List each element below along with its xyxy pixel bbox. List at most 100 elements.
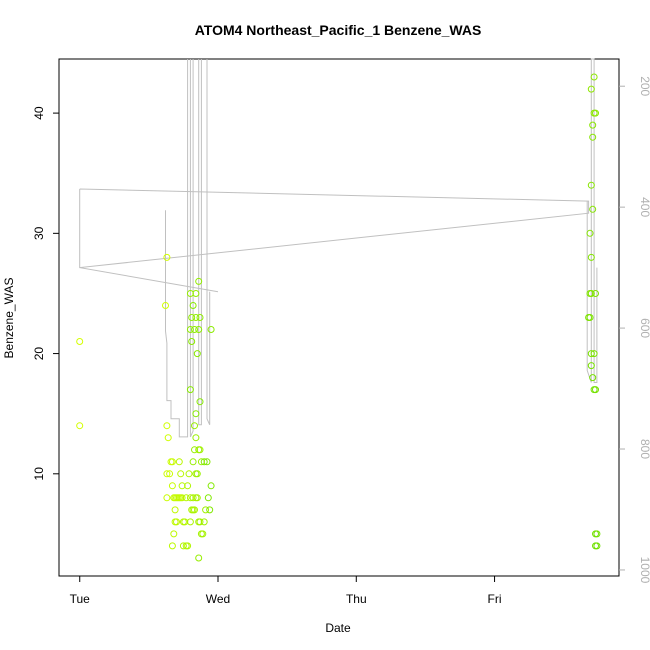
data-point xyxy=(589,133,597,141)
data-point xyxy=(207,326,215,333)
data-point xyxy=(202,506,210,514)
y-tick-label: 40 xyxy=(32,106,46,120)
data-point xyxy=(590,350,598,358)
data-point xyxy=(170,530,178,538)
data-point xyxy=(162,302,169,309)
y-axis-label: Benzene_WAS xyxy=(2,278,16,359)
data-point xyxy=(188,338,196,345)
y-tick-label: 10 xyxy=(32,467,46,481)
profile-trace xyxy=(189,59,194,438)
data-point xyxy=(196,398,204,406)
data-point xyxy=(184,482,192,490)
x-axis: Tue Wed Thu Fri xyxy=(70,575,502,606)
profile-trace xyxy=(165,59,189,438)
data-point xyxy=(195,554,203,562)
data-point xyxy=(586,314,594,321)
data-point xyxy=(188,314,196,321)
data-point xyxy=(587,362,595,370)
data-point xyxy=(76,422,84,430)
data-point xyxy=(586,229,594,237)
x-tick-label: Tue xyxy=(70,592,91,606)
data-point xyxy=(178,494,186,502)
data-point xyxy=(189,494,197,502)
data-point xyxy=(207,482,215,490)
data-point xyxy=(199,530,207,538)
data-point xyxy=(189,302,197,309)
y-tick-label: 20 xyxy=(32,347,46,361)
y-axis: 10 20 30 40 xyxy=(32,106,59,480)
data-point xyxy=(590,73,598,81)
x-tick-label: Fri xyxy=(488,592,502,606)
x-tick-label: Wed xyxy=(206,592,230,606)
data-point xyxy=(182,494,190,502)
data-point xyxy=(587,85,595,93)
x-tick-label: Thu xyxy=(346,592,367,606)
right-tick-label: 600 xyxy=(638,318,650,338)
profile-trace xyxy=(586,58,598,383)
data-point xyxy=(186,326,194,333)
data-point xyxy=(589,374,597,382)
data-point xyxy=(191,506,198,514)
y-tick-label: 30 xyxy=(32,226,46,240)
data-point xyxy=(204,494,212,502)
data-point xyxy=(189,458,197,466)
data-point xyxy=(592,290,599,297)
data-point xyxy=(206,506,214,514)
data-point xyxy=(163,470,171,478)
right-tick-label: 800 xyxy=(638,439,650,459)
data-point xyxy=(592,109,599,117)
chart-marks xyxy=(76,58,601,562)
data-point xyxy=(192,314,200,321)
data-point xyxy=(163,253,171,261)
data-point xyxy=(191,422,198,430)
data-point xyxy=(193,350,201,358)
data-point xyxy=(593,530,601,538)
data-point xyxy=(186,518,194,526)
data-point xyxy=(179,542,187,550)
data-point xyxy=(168,482,176,490)
data-point xyxy=(593,542,601,550)
data-point xyxy=(164,434,172,442)
data-point xyxy=(587,181,595,189)
data-point xyxy=(196,518,204,526)
right-tick-label: 200 xyxy=(638,76,650,96)
data-point xyxy=(192,434,200,442)
data-point xyxy=(587,350,595,358)
data-point xyxy=(166,470,174,478)
right-tick-label: 1000 xyxy=(638,557,650,584)
data-point xyxy=(195,326,203,333)
chart-title: ATOM4 Northeast_Pacific_1 Benzene_WAS xyxy=(195,22,482,38)
data-point xyxy=(76,338,84,345)
data-point xyxy=(200,518,208,526)
data-point xyxy=(589,121,597,129)
data-point xyxy=(175,458,183,466)
data-point xyxy=(192,410,200,418)
data-point xyxy=(163,422,171,430)
profile-trace xyxy=(206,59,211,426)
right-axis: 200 400 600 800 1000 xyxy=(619,76,650,584)
data-point xyxy=(163,494,171,502)
data-point xyxy=(193,494,201,502)
data-point xyxy=(191,326,198,333)
data-point xyxy=(203,458,211,466)
data-point xyxy=(587,253,595,261)
data-point xyxy=(192,290,200,297)
data-point xyxy=(186,386,194,394)
data-point xyxy=(587,290,595,297)
data-point xyxy=(195,277,203,285)
data-point xyxy=(589,205,597,213)
data-point xyxy=(177,470,185,478)
data-point xyxy=(200,458,208,466)
data-point xyxy=(196,314,204,321)
profile-trace xyxy=(198,59,202,426)
profile-line xyxy=(79,188,590,293)
data-point xyxy=(191,446,198,454)
data-point xyxy=(185,470,193,478)
plot-frame xyxy=(58,58,620,577)
data-point xyxy=(168,458,176,466)
data-point xyxy=(168,542,176,550)
data-point xyxy=(193,470,201,478)
data-point xyxy=(184,542,192,550)
x-axis-label: Date xyxy=(325,621,351,635)
